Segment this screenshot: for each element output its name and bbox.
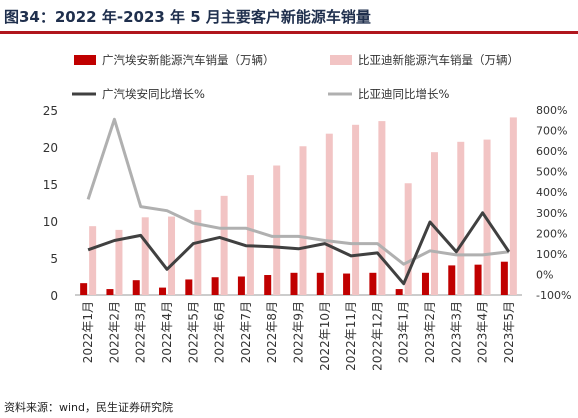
legend-swatch-byd-sales — [330, 55, 352, 65]
y-right-tick-label: 200% — [536, 227, 567, 240]
y-right-tick-label: 600% — [536, 145, 567, 158]
bar-byd-sales — [273, 165, 281, 295]
bar-gac-sales — [369, 272, 377, 295]
legend-label-byd-growth: 比亚迪同比增长% — [358, 87, 449, 101]
bar-gac-sales — [159, 287, 167, 295]
y-right-tick-label: 800% — [536, 104, 567, 117]
y-left-tick-label: 20 — [43, 141, 58, 155]
y-left-tick-label: 5 — [50, 252, 58, 266]
x-tick-label: 2022年2月 — [107, 301, 121, 363]
legend-label-gac-growth: 广汽埃安同比增长% — [102, 87, 205, 101]
bar-byd-sales — [404, 183, 412, 295]
x-tick-label: 2022年8月 — [265, 301, 279, 363]
x-tick-label: 2022年11月 — [344, 301, 358, 371]
y-left-tick-label: 0 — [50, 289, 58, 303]
bar-gac-sales — [185, 279, 193, 295]
bar-byd-sales — [141, 217, 149, 295]
bar-byd-sales — [430, 152, 438, 295]
y-left-tick-label: 25 — [43, 104, 58, 118]
legend: 广汽埃安新能源汽车销量（万辆） 比亚迪新能源汽车销量（万辆） 广汽埃安同比增长%… — [72, 53, 519, 101]
x-tick-label: 2022年9月 — [292, 301, 306, 363]
source-note: 资料来源：wind，民生证券研究院 — [4, 401, 174, 414]
bar-byd-sales — [457, 141, 465, 295]
legend-label-byd-sales: 比亚迪新能源汽车销量（万辆） — [358, 53, 519, 67]
bar-gac-sales — [237, 276, 245, 295]
bar-gac-sales — [395, 289, 403, 295]
bar-gac-sales — [290, 272, 298, 295]
bar-gac-sales — [474, 264, 482, 295]
x-tick-label: 2022年10月 — [318, 301, 332, 371]
bar-gac-sales — [106, 289, 114, 295]
y-left-tick-label: 10 — [43, 215, 58, 229]
y-right-tick-label: 300% — [536, 207, 567, 220]
y-right-tick-label: -100% — [536, 289, 571, 302]
bar-byd-sales — [509, 117, 517, 296]
y-right-tick-label: 500% — [536, 166, 567, 179]
bar-byd-sales — [378, 121, 386, 295]
bar-gac-sales — [448, 265, 456, 295]
bar-gac-sales — [343, 273, 351, 295]
x-tick-label: 2022年5月 — [186, 301, 200, 363]
bar-gac-sales — [211, 277, 219, 295]
chart-title: 图34：2022 年-2023 年 5 月主要客户新能源车销量 — [4, 8, 371, 26]
bar-byd-sales — [299, 146, 307, 295]
bar-gac-sales — [132, 280, 140, 295]
bar-gac-sales — [421, 272, 429, 295]
bar-byd-sales — [325, 133, 333, 295]
x-tick-label: 2022年3月 — [134, 301, 148, 363]
legend-label-gac-sales: 广汽埃安新能源汽车销量（万辆） — [102, 53, 275, 67]
line-byd-growth — [86, 117, 510, 266]
x-tick-label: 2023年2月 — [423, 301, 437, 363]
x-tick-label: 2023年4月 — [476, 301, 490, 363]
bar-byd-sales — [168, 216, 176, 295]
y-left-tick-label: 15 — [43, 178, 58, 192]
y-right-tick-label: 100% — [536, 248, 567, 261]
x-tick-label: 2023年5月 — [502, 301, 516, 363]
x-tick-label: 2022年4月 — [160, 301, 174, 363]
x-tick-label: 2023年3月 — [449, 301, 463, 363]
bar-gac-sales — [500, 261, 508, 295]
y-right-tick-label: 400% — [536, 186, 567, 199]
x-tick-label: 2022年6月 — [213, 301, 227, 363]
combo-chart: 广汽埃安新能源汽车销量（万辆） 比亚迪新能源汽车销量（万辆） 广汽埃安同比增长%… — [43, 53, 572, 371]
y-right-tick-label: 0% — [536, 268, 553, 281]
line-gac-growth — [87, 211, 511, 286]
x-tick-label: 2022年7月 — [239, 301, 253, 363]
bar-byd-sales — [194, 209, 202, 295]
y-right-tick-label: 700% — [536, 125, 567, 138]
bar-gac-sales — [80, 283, 88, 295]
bar-byd-sales — [220, 195, 228, 295]
x-tick-label: 2022年1月 — [81, 301, 95, 363]
x-tick-label: 2022年12月 — [370, 301, 384, 371]
bar-gac-sales — [264, 275, 272, 295]
bar-byd-sales — [115, 229, 123, 295]
bar-byd-sales — [89, 226, 97, 295]
bar-byd-sales — [246, 175, 254, 295]
legend-swatch-gac-sales — [74, 55, 96, 65]
bar-byd-sales — [352, 124, 360, 295]
x-tick-label: 2023年1月 — [397, 301, 411, 363]
plot-area: 0 5 10 15 20 25 -100% 0% 100% 200% 300% 400% 500% 600… — [43, 104, 572, 371]
title-divider — [0, 31, 578, 34]
bar-gac-sales — [316, 272, 324, 295]
